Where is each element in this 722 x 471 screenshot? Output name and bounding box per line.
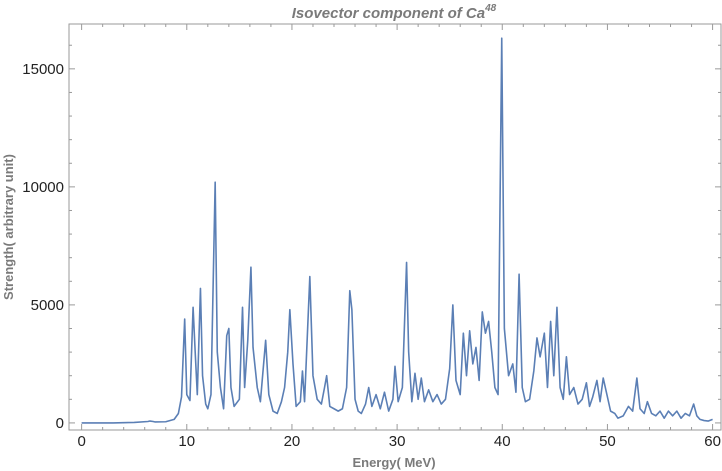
x-axis-ticks: 0 10 20 30 40 50 60: [77, 24, 721, 450]
x-tick-label: 10: [178, 433, 195, 450]
x-tick-label: 50: [599, 433, 616, 450]
chart-title: Isovector component of Ca48: [292, 3, 497, 22]
plot-frame: [68, 23, 722, 431]
y-axis-ticks: 0 5000 10000 15000: [22, 44, 721, 432]
x-tick-label: 40: [494, 433, 511, 450]
y-tick-label: 5000: [31, 297, 64, 314]
series-line: [81, 37, 713, 424]
y-axis-label: Strength( arbitrary unit): [1, 154, 16, 300]
y-tick-label: 15000: [22, 61, 64, 78]
x-tick-label: 60: [704, 433, 721, 450]
y-tick-label: 0: [56, 415, 64, 432]
x-tick-label: 0: [77, 433, 85, 450]
x-tick-label: 30: [389, 433, 406, 450]
chart-title-superscript: 48: [484, 3, 497, 14]
x-tick-label: 20: [284, 433, 301, 450]
x-axis-label: Energy( MeV): [352, 455, 435, 470]
y-tick-label: 10000: [22, 179, 64, 196]
